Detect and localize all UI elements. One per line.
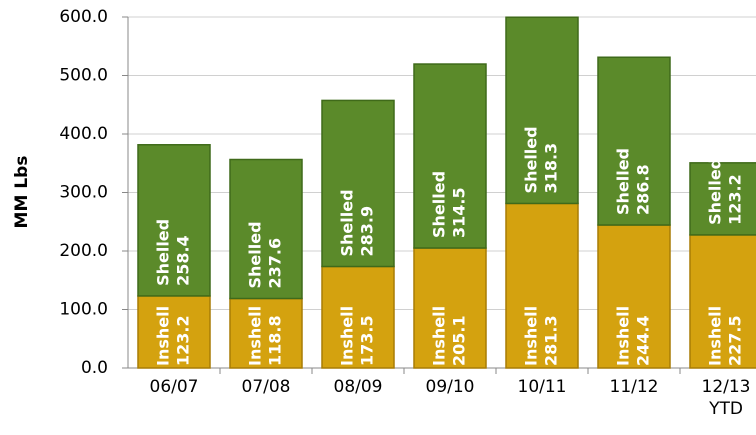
series-name-label: Shelled [246,221,265,288]
segment-label: Shelled 123.2 [706,158,745,225]
series-name-label: Inshell [706,306,725,366]
value-label: 237.6 [266,238,285,289]
bar-segment [689,162,756,236]
bar-segment [321,99,395,268]
value-label: 227.5 [726,315,745,366]
y-axis-label: MM Lbs [12,156,32,229]
value-label: 205.1 [450,315,469,366]
x-tick-label: 12/13 YTD [701,377,751,419]
segment-label: Inshell 244.4 [614,306,653,366]
segment-label: Inshell 205.1 [430,306,469,366]
segment-label: Inshell 173.5 [338,306,377,366]
series-name-label: Shelled [430,171,449,238]
y-tick-label: 100.0 [59,300,108,320]
y-tick-label: 600.0 [59,7,108,27]
value-label: 283.9 [358,206,377,257]
bar-segment [137,295,211,369]
series-name-label: Inshell [614,306,633,366]
segment-label: Inshell 281.3 [522,306,561,366]
bar-segment [229,158,303,300]
series-name-label: Shelled [522,126,541,193]
segment-label: Shelled 237.6 [246,221,285,288]
x-tick-label: 06/07 [149,377,199,397]
series-name-label: Shelled [614,148,633,215]
value-label: 244.4 [634,315,653,366]
segment-label: Shelled 314.5 [430,171,469,238]
y-tick-label: 0.0 [81,358,108,378]
segment-label: Shelled 318.3 [522,126,561,193]
value-label: 123.2 [174,315,193,366]
segment-label: Inshell 123.2 [154,306,193,366]
value-label: 281.3 [542,315,561,366]
x-tick-label: 09/10 [425,377,475,397]
value-label: 173.5 [358,315,377,366]
series-name-label: Shelled [154,219,173,286]
series-name-label: Inshell [522,306,541,366]
x-tick-label: 08/09 [333,377,383,397]
bar-segment [413,247,487,369]
y-tick-label: 300.0 [59,183,108,203]
bar-segment [505,16,579,205]
segment-label: Shelled 258.4 [154,219,193,286]
value-label: 286.8 [634,164,653,215]
bar-segment [229,297,303,369]
bar-segment [505,202,579,369]
series-name-label: Inshell [154,306,173,366]
segment-label: Shelled 286.8 [614,148,653,215]
value-label: 123.2 [726,174,745,225]
bar-segment [689,234,756,369]
series-name-label: Inshell [430,306,449,366]
y-tick-label: 500.0 [59,66,108,86]
bar-segment [597,224,671,369]
x-tick-label: 10/11 [517,377,567,397]
segment-label: Shelled 283.9 [338,189,377,256]
value-label: 118.8 [266,315,285,366]
bar-segment [413,63,487,249]
bar-segment [137,144,211,297]
y-tick-label: 400.0 [59,124,108,144]
series-name-label: Inshell [246,306,265,366]
series-name-label: Shelled [706,158,725,225]
bar-segment [321,265,395,369]
segment-label: Inshell 118.8 [246,306,285,366]
y-tick-label: 200.0 [59,241,108,261]
value-label: 318.3 [542,143,561,194]
segment-label: Inshell 227.5 [706,306,745,366]
bar-segment [597,56,671,226]
series-name-label: Inshell [338,306,357,366]
value-label: 314.5 [450,187,469,238]
value-label: 258.4 [174,235,193,286]
x-tick-label: 11/12 [609,377,659,397]
x-tick-label: 07/08 [241,377,291,397]
series-name-label: Shelled [338,189,357,256]
